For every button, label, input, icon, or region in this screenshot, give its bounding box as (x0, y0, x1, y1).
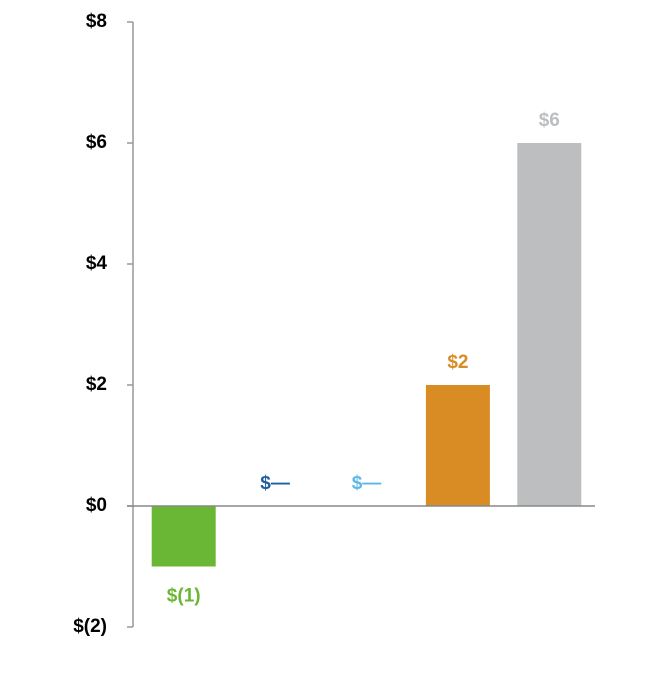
bar (425, 385, 490, 506)
bar (517, 143, 582, 506)
value-label: $2 (447, 352, 468, 373)
value-label: $— (260, 473, 290, 494)
value-label: $— (352, 473, 382, 494)
y-tick-label: $2 (86, 374, 107, 395)
y-tick-label: $4 (86, 253, 108, 274)
y-tick-label: $6 (86, 132, 107, 153)
y-tick-label: $8 (86, 11, 107, 32)
value-label: $6 (539, 110, 560, 131)
value-label: $(1) (167, 586, 201, 607)
y-tick-label: $(2) (73, 616, 107, 637)
bar (151, 506, 216, 567)
y-tick-label: $0 (86, 495, 107, 516)
